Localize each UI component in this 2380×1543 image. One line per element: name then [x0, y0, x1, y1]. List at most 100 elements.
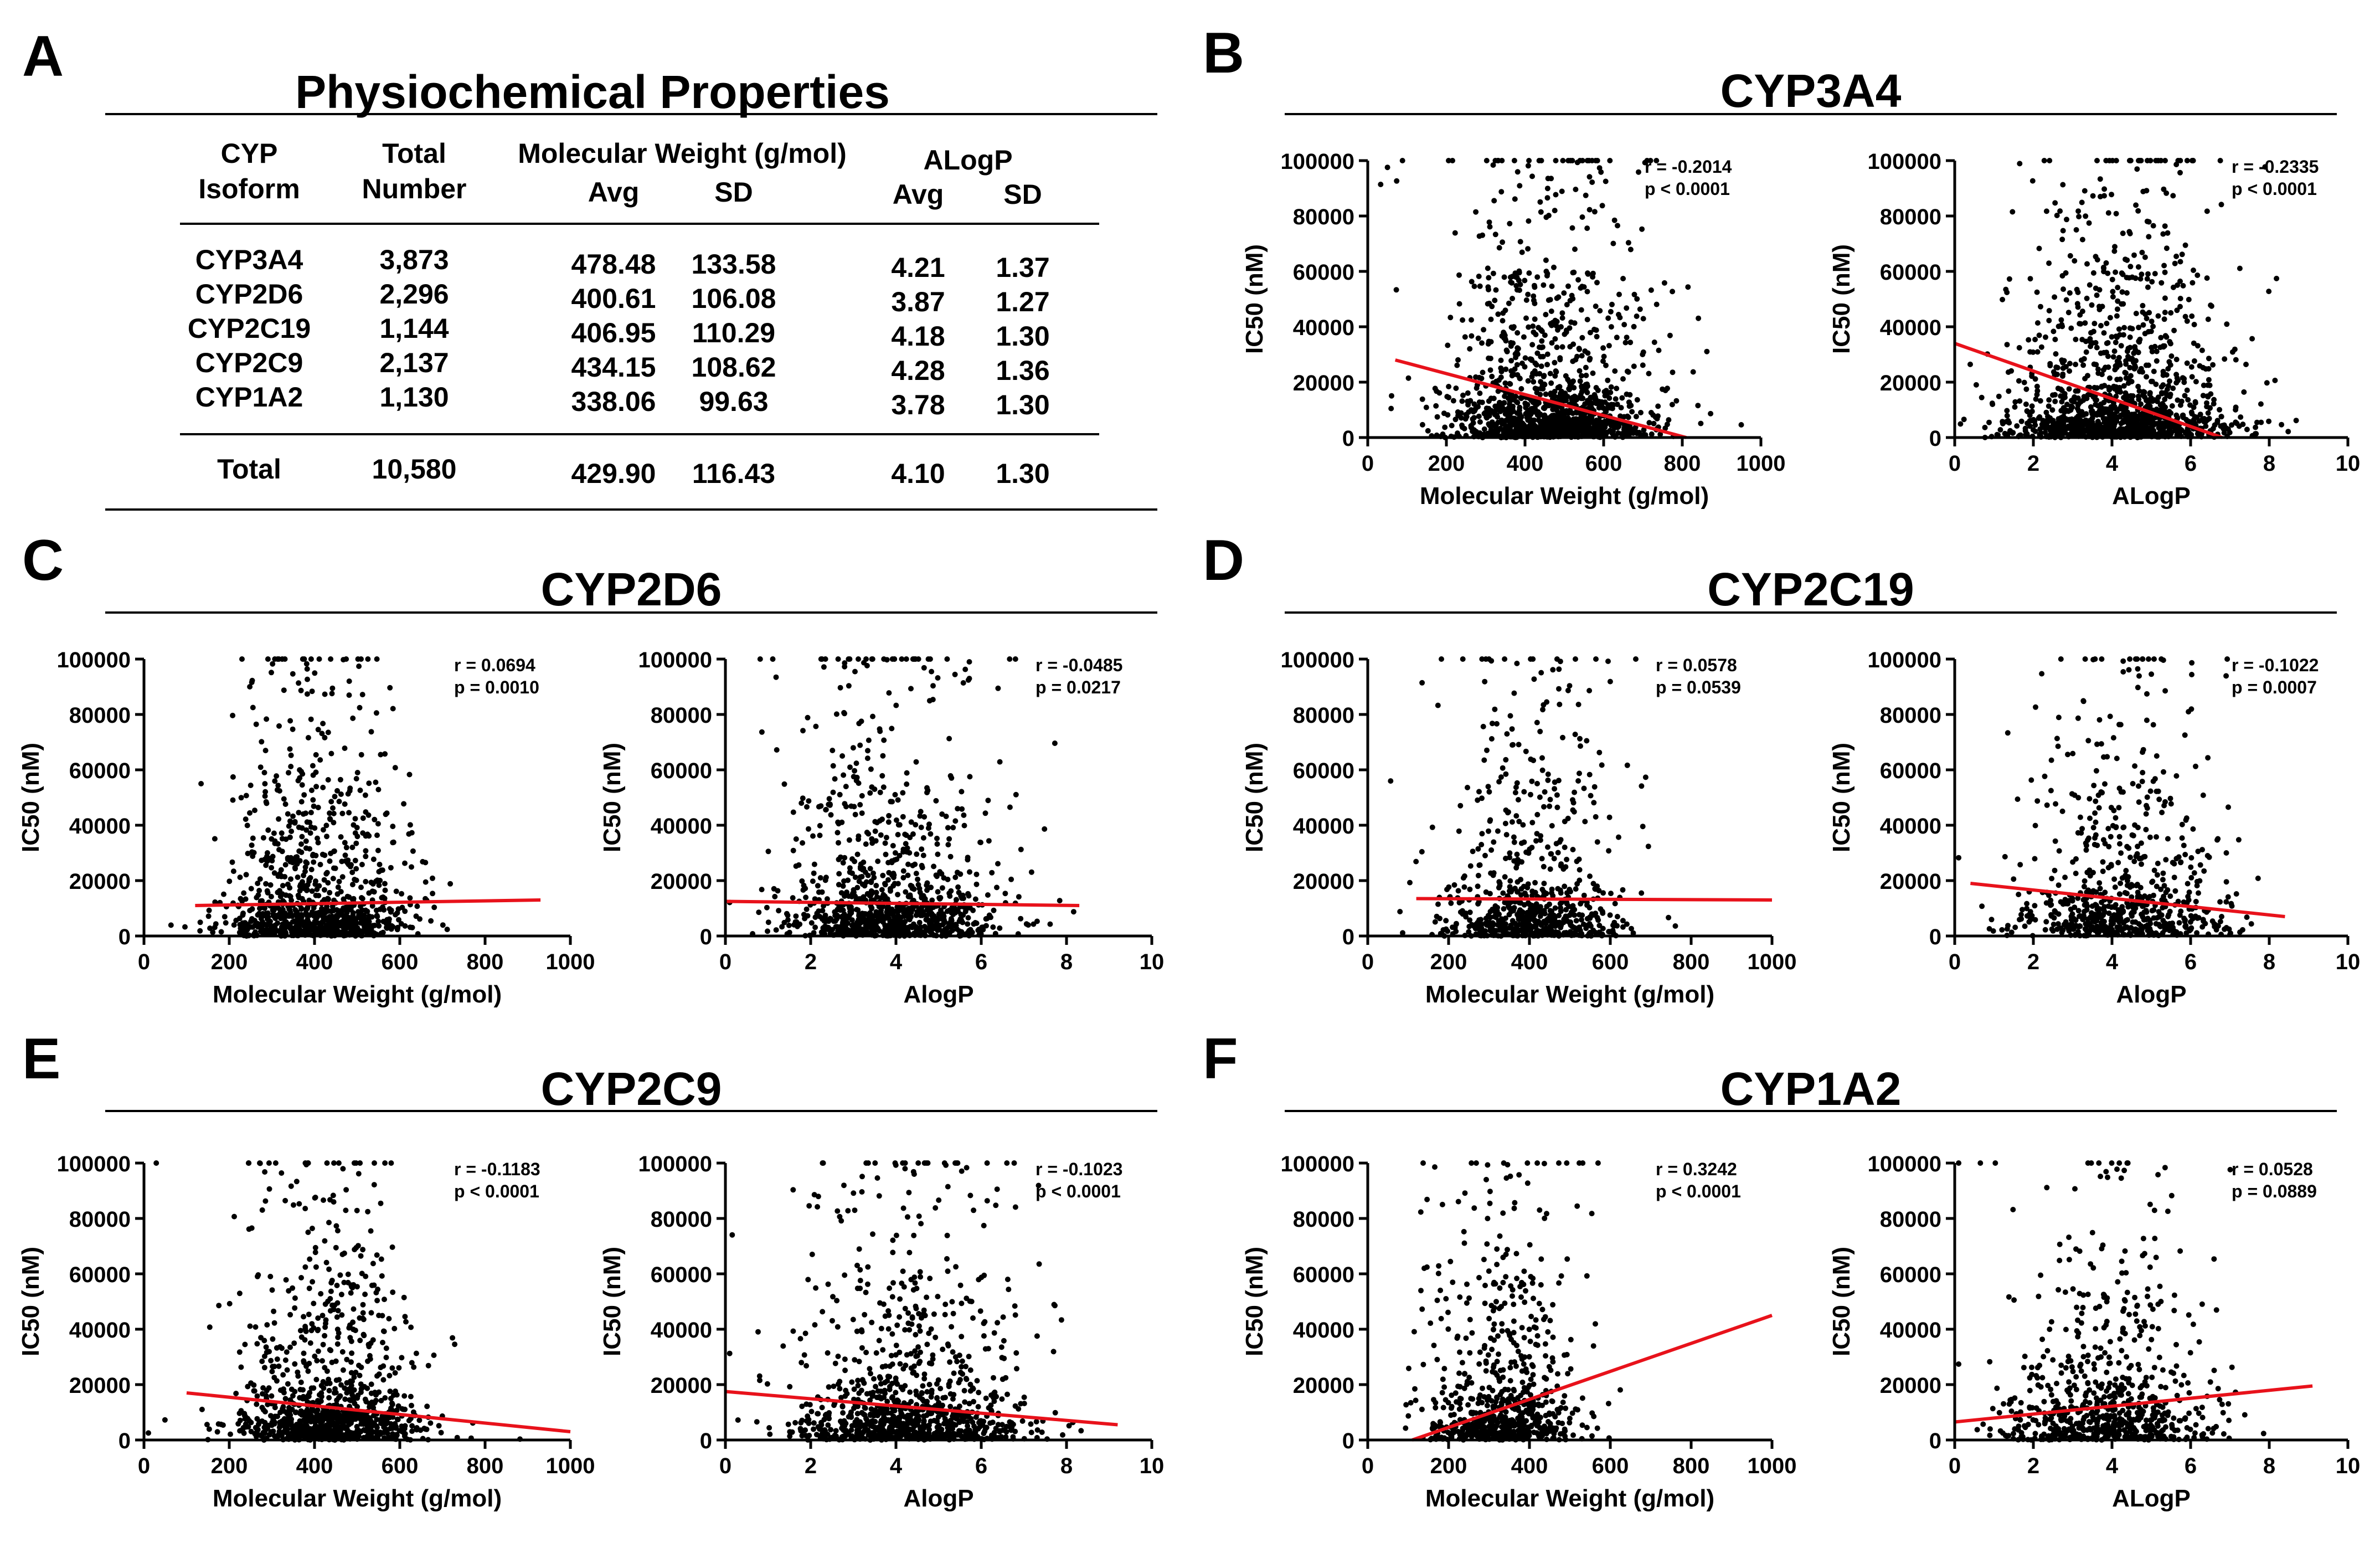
- data-point: [1511, 397, 1517, 403]
- data-point: [1529, 173, 1535, 179]
- data-point: [944, 656, 950, 662]
- data-point: [2090, 422, 2096, 428]
- data-point: [1550, 430, 1556, 436]
- p-value-label: p < 0.0001: [1645, 179, 1730, 199]
- data-point: [334, 788, 340, 794]
- data-point: [851, 774, 857, 780]
- data-point: [2093, 397, 2098, 403]
- data-point: [1567, 325, 1573, 331]
- data-point: [353, 866, 359, 872]
- data-point: [2166, 359, 2172, 365]
- data-point: [2146, 234, 2152, 240]
- data-point: [2037, 414, 2043, 420]
- data-point: [2113, 340, 2119, 346]
- data-point: [2159, 390, 2165, 397]
- data-point: [1479, 376, 1485, 382]
- data-point: [800, 728, 806, 734]
- data-point: [1501, 429, 1507, 435]
- data-point: [282, 801, 289, 807]
- data-point: [854, 884, 861, 891]
- data-point: [857, 802, 863, 807]
- data-point: [293, 912, 298, 918]
- data-point: [279, 830, 285, 836]
- data-point: [1016, 894, 1022, 900]
- data-point: [1584, 158, 1590, 163]
- data-point: [2140, 369, 2145, 375]
- data-point: [198, 781, 204, 786]
- data-point: [1495, 158, 1501, 163]
- data-point: [303, 827, 310, 833]
- data-point: [1484, 415, 1490, 421]
- data-point: [1534, 426, 1540, 432]
- data-point: [826, 796, 832, 802]
- data-point: [1543, 214, 1549, 220]
- data-point: [838, 927, 844, 933]
- data-point: [2118, 343, 2124, 349]
- data-point: [1544, 195, 1550, 201]
- table-cell-alogp-avg: 3.78: [891, 389, 945, 420]
- data-point: [2127, 364, 2133, 371]
- data-point: [1465, 390, 1471, 396]
- x-tick-label: 2: [2027, 451, 2039, 476]
- data-point: [972, 920, 978, 925]
- data-point: [839, 753, 846, 759]
- data-point: [2293, 418, 2299, 424]
- data-point: [1616, 312, 1621, 317]
- data-point: [1465, 785, 1470, 790]
- data-point: [1564, 302, 1570, 308]
- data-point: [1532, 316, 1538, 322]
- data-point: [1583, 372, 1589, 378]
- data-point: [924, 882, 930, 888]
- data-point: [297, 858, 303, 864]
- data-point: [2080, 421, 2086, 427]
- data-point: [326, 896, 331, 902]
- data-point: [229, 859, 235, 865]
- data-point: [1493, 406, 1500, 412]
- data-point: [1475, 404, 1481, 410]
- data-point: [338, 791, 344, 797]
- p-value-label: p < 0.0001: [2232, 179, 2317, 199]
- data-point: [1605, 315, 1611, 321]
- data-point: [1539, 755, 1545, 761]
- data-point: [2165, 366, 2171, 372]
- data-point: [388, 926, 394, 932]
- data-point: [264, 850, 270, 856]
- data-point: [1483, 158, 1490, 163]
- data-point: [886, 690, 892, 696]
- data-point: [298, 906, 305, 912]
- data-point: [952, 923, 959, 929]
- data-point: [867, 866, 873, 872]
- data-point: [1626, 428, 1632, 433]
- data-point: [310, 924, 316, 930]
- data-point: [274, 773, 280, 779]
- data-point: [817, 832, 823, 839]
- data-point: [345, 791, 351, 797]
- p-value-label: p = 0.0010: [454, 677, 539, 697]
- data-point: [827, 802, 833, 808]
- data-point: [363, 848, 369, 854]
- data-point: [2134, 166, 2140, 172]
- data-point: [1504, 731, 1510, 737]
- data-point: [965, 855, 971, 861]
- data-point: [2052, 294, 2058, 300]
- data-point: [1432, 385, 1438, 392]
- data-point: [305, 906, 311, 912]
- data-point: [2101, 399, 2107, 405]
- data-point: [2133, 202, 2139, 208]
- y-tick-label: 80000: [1880, 205, 1941, 229]
- data-point: [1573, 425, 1579, 431]
- data-point: [244, 822, 250, 829]
- group-title-f: CYP1A2: [1720, 1063, 1902, 1115]
- data-point: [366, 780, 372, 786]
- data-point: [936, 911, 942, 917]
- data-point: [1507, 274, 1513, 280]
- data-point: [2180, 282, 2186, 289]
- data-point: [285, 811, 291, 817]
- data-point: [817, 822, 823, 829]
- group-title-d: CYP2C19: [1707, 563, 1914, 615]
- data-point: [238, 896, 244, 902]
- data-point: [297, 918, 303, 924]
- data-point: [977, 839, 983, 845]
- data-point: [2126, 275, 2132, 281]
